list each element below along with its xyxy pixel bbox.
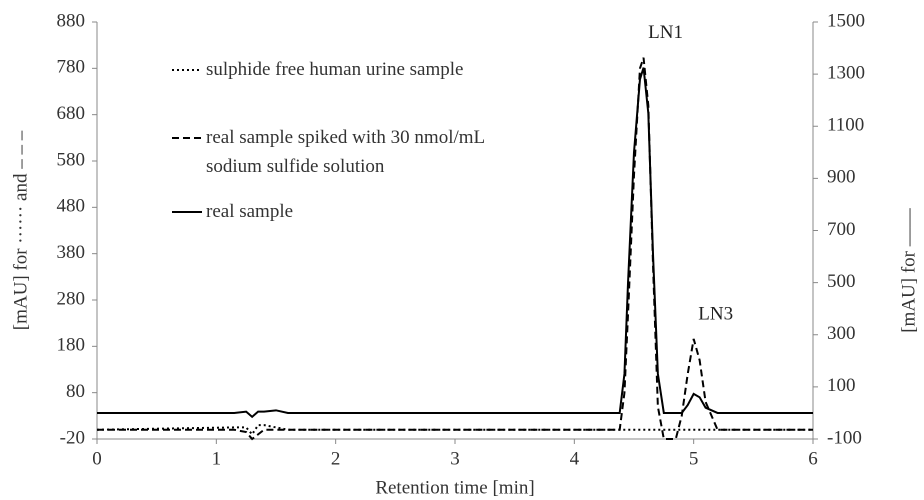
y2-tick-label: 1300 — [827, 62, 865, 83]
x-tick-label: 3 — [450, 448, 460, 469]
legend-label: real sample spiked with 30 nmol/mL sodiu… — [206, 127, 485, 177]
y2-tick-label: 100 — [827, 375, 856, 396]
x-tick-label: 6 — [808, 448, 818, 469]
y-tick-label: -20 — [60, 427, 85, 448]
x-tick-label: 1 — [212, 448, 222, 469]
y-axis-label: [mAU] for ······ and – – – — [10, 130, 31, 330]
y-tick-label: 380 — [57, 242, 86, 263]
y-tick-label: 680 — [57, 103, 86, 124]
y-tick-label: 180 — [57, 335, 86, 356]
y2-tick-label: 500 — [827, 271, 856, 292]
y2-tick-label: 1100 — [827, 115, 864, 136]
legend-label: real sample — [206, 201, 294, 222]
y-tick-label: 80 — [66, 381, 85, 402]
y2-tick-label: 300 — [827, 323, 856, 344]
y-tick-label: 480 — [57, 196, 86, 217]
annotation: LN1 — [648, 22, 683, 43]
y-tick-label: 880 — [57, 10, 86, 31]
y2-tick-label: 1500 — [827, 10, 865, 31]
y2-tick-label: 700 — [827, 219, 856, 240]
x-tick-label: 4 — [570, 448, 580, 469]
x-tick-label: 2 — [331, 448, 341, 469]
y2-axis-label: [mAU] for —— — [898, 207, 919, 333]
x-tick-label: 0 — [92, 448, 102, 469]
y-tick-label: 580 — [57, 149, 86, 170]
x-axis-label: Retention time [min] — [375, 477, 534, 498]
y2-tick-label: 900 — [827, 167, 856, 188]
series-line — [97, 57, 813, 441]
series-line — [96, 424, 813, 437]
series-line — [97, 67, 813, 419]
annotation: LN3 — [698, 303, 733, 324]
y-tick-label: 780 — [57, 57, 86, 78]
x-tick-label: 5 — [689, 448, 699, 469]
y2-tick-label: -100 — [827, 427, 862, 448]
legend-label: sulphide free human urine sample — [206, 59, 464, 80]
y-tick-label: 280 — [57, 288, 86, 309]
